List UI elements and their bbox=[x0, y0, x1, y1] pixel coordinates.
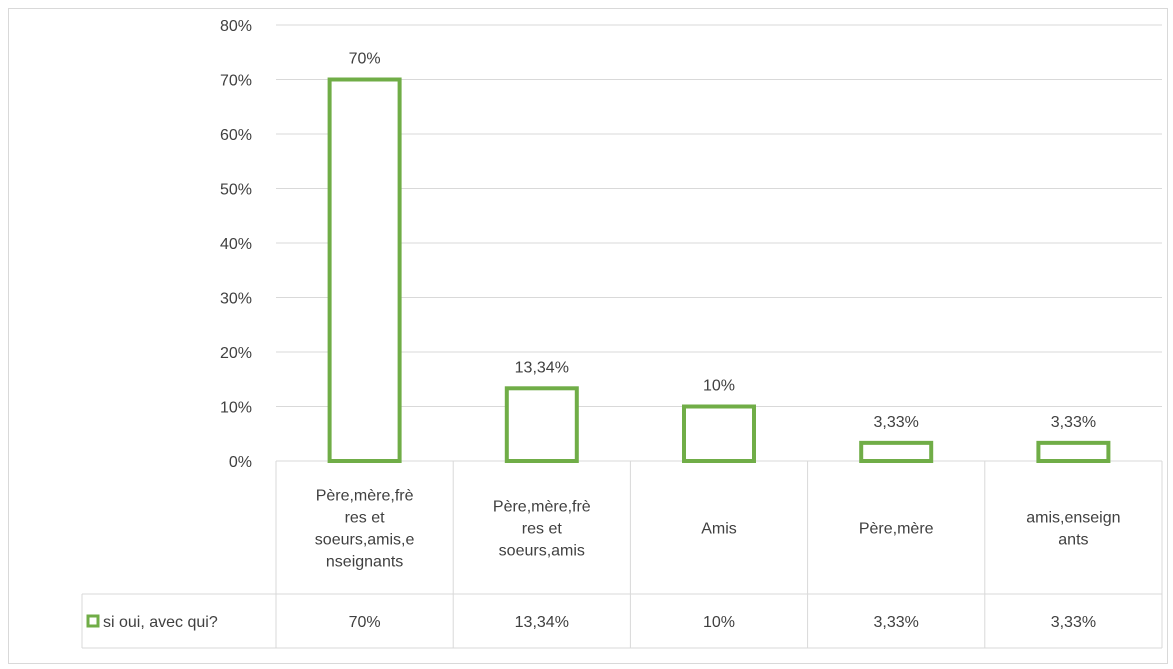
legend-series-name: si oui, avec qui? bbox=[103, 614, 218, 631]
category-label: Père,mère bbox=[859, 521, 934, 538]
data-label: 13,34% bbox=[515, 359, 569, 376]
data-label: 70% bbox=[349, 51, 381, 68]
legend-key bbox=[86, 614, 100, 628]
table-cell-value: 3,33% bbox=[874, 614, 919, 631]
bar bbox=[504, 386, 579, 463]
table-cell-value: 3,33% bbox=[1051, 614, 1096, 631]
y-axis: 0% 10% 20% 30% 40% 50% 60% 70% 80% bbox=[220, 18, 252, 471]
table-cell-value: 13,34% bbox=[515, 614, 569, 631]
category-label: Père,mère,frè res et soeurs,amis,e nseignan… bbox=[315, 488, 415, 571]
bar bbox=[327, 77, 402, 463]
category-label: Père,mère,frè res et soeurs,amis bbox=[493, 499, 591, 560]
bar bbox=[682, 404, 756, 463]
y-tick-label: 50% bbox=[220, 182, 252, 199]
y-tick-label: 0% bbox=[229, 454, 252, 471]
table-cell-value: 10% bbox=[703, 614, 735, 631]
bar bbox=[1036, 440, 1111, 464]
data-label: 10% bbox=[703, 378, 735, 395]
y-tick-label: 10% bbox=[220, 400, 252, 417]
y-tick-label: 40% bbox=[220, 236, 252, 253]
y-tick-label: 80% bbox=[220, 18, 252, 35]
table-cell-value: 70% bbox=[349, 614, 381, 631]
data-table: Père,mère,frè res et soeurs,amis,e nseignan… bbox=[81, 461, 1163, 649]
y-tick-label: 60% bbox=[220, 127, 252, 144]
bars bbox=[327, 77, 1111, 464]
data-labels: 70% 13,34% 10% 3,33% 3,33% bbox=[349, 51, 1097, 431]
data-label: 3,33% bbox=[874, 414, 919, 431]
y-tick-label: 70% bbox=[220, 73, 252, 90]
gridlines bbox=[276, 24, 1162, 462]
bar bbox=[859, 440, 934, 464]
category-label: amis,enseign ants bbox=[1026, 510, 1120, 549]
y-tick-label: 20% bbox=[220, 345, 252, 362]
y-tick-label: 30% bbox=[220, 291, 252, 308]
chart-frame bbox=[8, 8, 1168, 664]
category-label: Amis bbox=[701, 521, 737, 538]
data-label: 3,33% bbox=[1051, 414, 1096, 431]
